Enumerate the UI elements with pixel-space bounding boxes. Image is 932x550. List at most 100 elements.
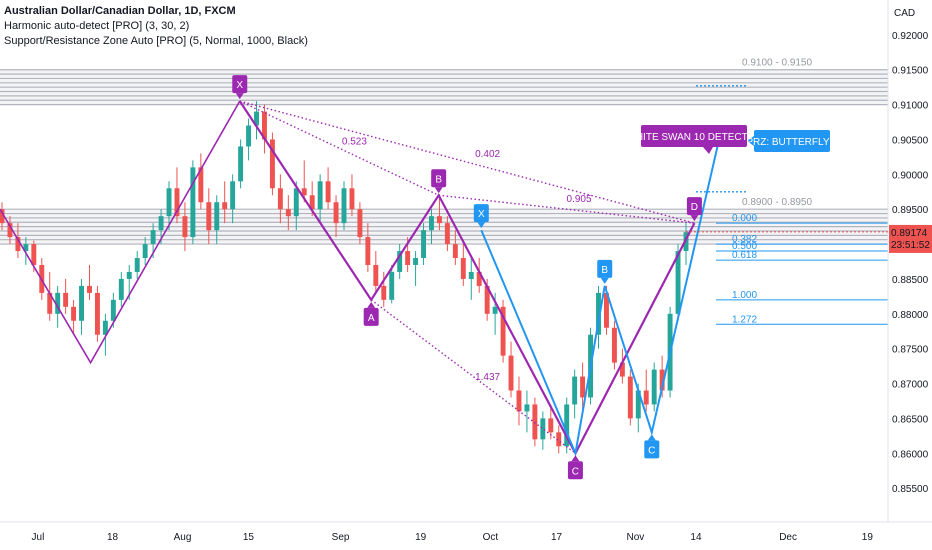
current-price-tag[interactable] [889,224,932,253]
candle[interactable] [317,181,323,210]
candle[interactable] [126,271,132,279]
candle[interactable] [556,432,562,447]
candle[interactable] [47,292,53,314]
candle[interactable] [190,167,196,238]
candle[interactable] [269,139,275,189]
purple-point-c-box[interactable] [567,461,583,480]
candle[interactable] [619,362,625,377]
price-tick-label: 0.90000 [892,170,929,181]
candle[interactable] [675,251,681,314]
blue-point-c-box[interactable] [644,440,660,459]
candle[interactable] [214,202,220,231]
candle[interactable] [429,216,434,231]
purple-point-x-box[interactable] [232,75,248,94]
candle[interactable] [476,271,482,286]
candle[interactable] [0,209,5,224]
candle[interactable] [87,285,92,293]
candle[interactable] [635,390,641,419]
candle[interactable] [596,292,601,335]
candle[interactable] [150,230,156,245]
candle[interactable] [118,278,124,300]
candle[interactable] [540,418,546,440]
blue-point-b-box[interactable] [597,259,613,278]
candle[interactable] [659,369,665,391]
candle[interactable] [405,251,411,265]
candle[interactable] [341,188,347,224]
candle[interactable] [230,181,236,210]
candle[interactable] [508,355,514,391]
candle[interactable] [254,111,259,126]
candle[interactable] [261,111,267,140]
candle[interactable] [31,244,37,265]
blue-point-x-box[interactable] [473,204,489,223]
candle[interactable] [102,320,108,335]
candle[interactable] [158,216,164,231]
candle[interactable] [174,188,180,217]
purple-point-b-box[interactable] [431,169,447,188]
candle[interactable] [55,292,61,314]
candle[interactable] [421,230,427,259]
candle[interactable] [532,404,538,440]
candle[interactable] [94,292,100,335]
purple-point-c-pointer [571,455,580,462]
candle[interactable] [444,223,450,245]
candle[interactable] [643,390,649,405]
candle[interactable] [436,216,442,224]
candle[interactable] [166,188,172,217]
candle[interactable] [627,376,633,419]
candle[interactable] [333,202,339,224]
candle[interactable] [365,237,371,265]
candle[interactable] [198,167,204,203]
candle[interactable] [460,258,466,279]
candle[interactable] [301,188,307,196]
legend-symbol-title[interactable]: Australian Dollar/Canadian Dollar, 1D, F… [4,5,236,17]
candle[interactable] [349,188,355,210]
candle[interactable] [564,404,570,447]
candle[interactable] [23,244,29,252]
candle[interactable] [516,390,522,412]
purple-point-d-box[interactable] [686,197,702,216]
candle[interactable] [373,264,379,286]
candle[interactable] [397,251,403,272]
candle[interactable] [142,244,148,259]
candle[interactable] [580,376,586,398]
candle[interactable] [309,195,315,210]
candle[interactable] [603,292,609,328]
purple-point-a-box[interactable] [363,307,379,326]
candle[interactable] [79,285,85,321]
candle[interactable] [63,292,69,307]
candle[interactable] [222,202,228,210]
candle[interactable] [206,202,212,231]
candle[interactable] [413,258,419,265]
candle[interactable] [468,271,474,279]
legend-sr-indicator[interactable]: Support/Resistance Zone Auto [PRO] (5, N… [4,35,308,47]
candle[interactable] [293,188,299,217]
legend-harmonic-indicator[interactable]: Harmonic auto-detect [PRO] (3, 30, 2) [4,20,190,32]
candle[interactable] [500,306,506,356]
prz-banner[interactable] [754,130,830,152]
candle[interactable] [452,244,458,259]
candle[interactable] [277,188,283,210]
candle[interactable] [357,209,363,238]
candle[interactable] [484,285,490,314]
candle[interactable] [182,216,188,238]
candle[interactable] [492,306,498,314]
candle[interactable] [389,271,395,300]
candle[interactable] [7,223,13,238]
candle[interactable] [134,258,140,272]
candle[interactable] [611,327,617,363]
candle[interactable] [381,285,387,300]
detected-banner[interactable] [641,125,747,147]
candle[interactable] [238,146,244,182]
candle[interactable] [651,369,657,405]
candle[interactable] [548,418,554,433]
candle[interactable] [285,209,291,217]
candle[interactable] [246,125,252,147]
candle[interactable] [524,404,530,412]
candle[interactable] [15,237,21,252]
candle[interactable] [110,299,116,321]
candle[interactable] [572,376,578,405]
candle[interactable] [71,306,77,321]
candle[interactable] [325,181,331,203]
